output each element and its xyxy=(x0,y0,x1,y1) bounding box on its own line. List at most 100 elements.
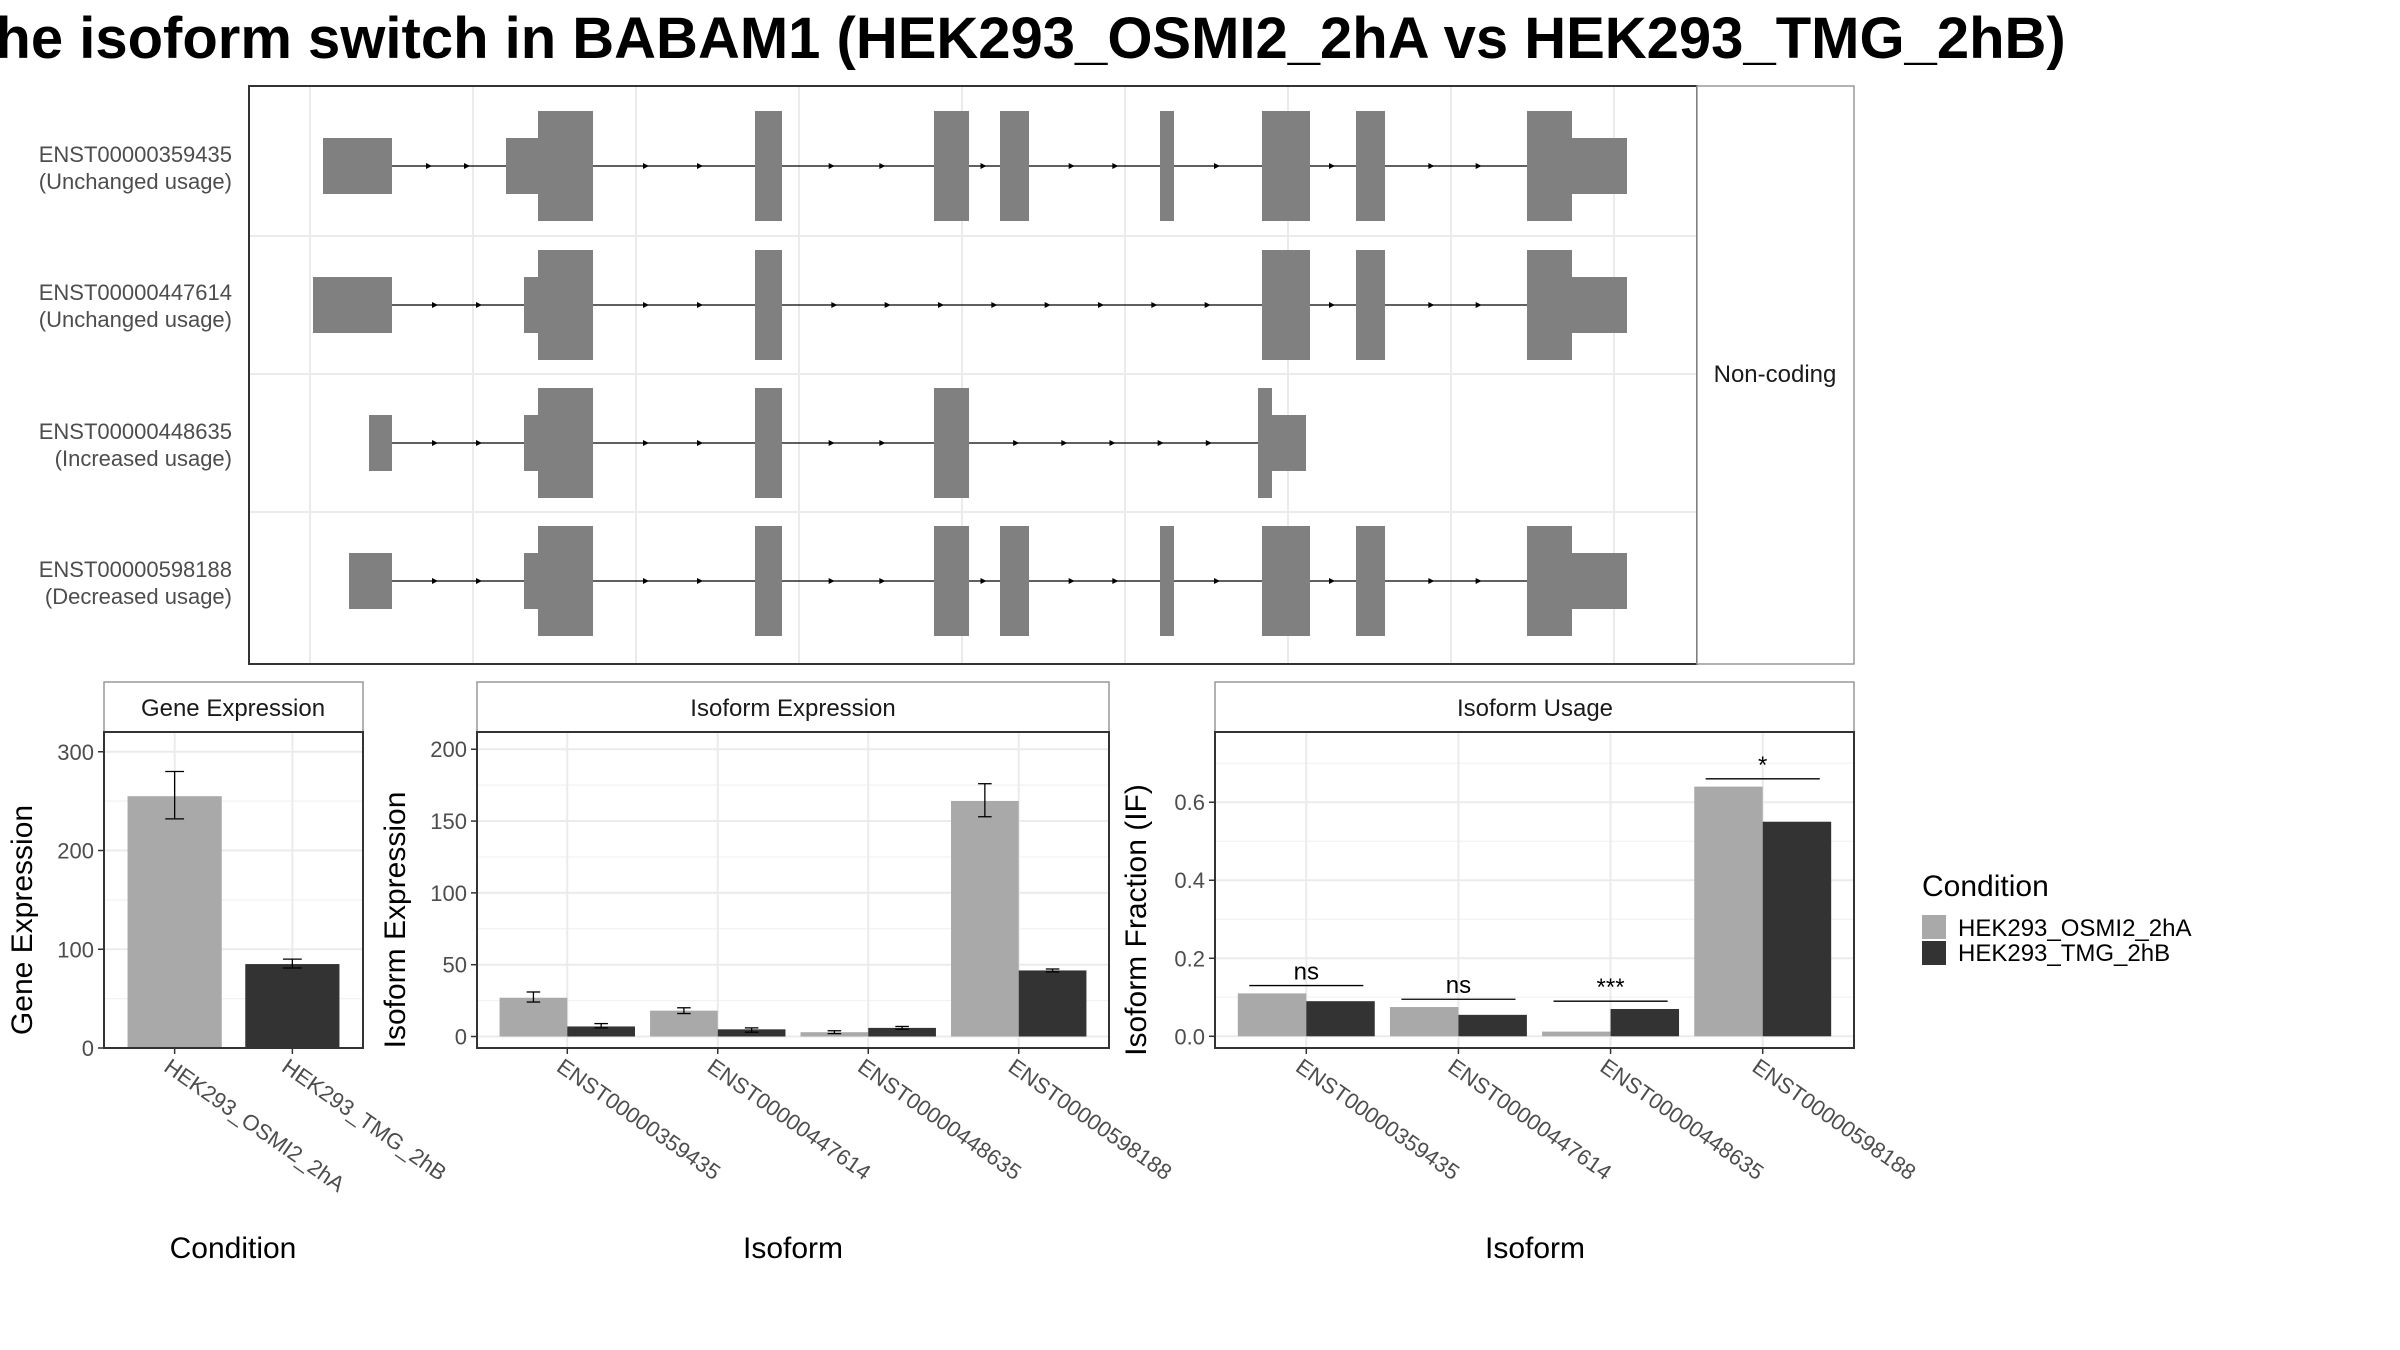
structure-tracks xyxy=(313,111,1627,636)
bar xyxy=(245,964,340,1048)
gene-expression-strip-label: Gene Expression xyxy=(141,695,325,722)
exon-block xyxy=(1272,415,1306,471)
intron-arrow xyxy=(1428,578,1435,584)
bar xyxy=(650,1010,718,1037)
x-tick-label: ENST00000359435 xyxy=(552,1054,725,1185)
intron-arrow xyxy=(643,578,649,584)
significance-label: * xyxy=(1758,752,1767,779)
intron-arrow xyxy=(1329,578,1335,584)
exon-block xyxy=(755,526,782,636)
exon-block xyxy=(1356,250,1385,360)
isoform-expression-panel: Isoform Expression 0 50 100 150 200 ENST00000… xyxy=(379,681,1176,1265)
y-tick-label: 50 xyxy=(443,953,467,978)
exon-block xyxy=(1258,388,1272,498)
transcript-usage-label: (Decreased usage) xyxy=(45,584,232,609)
legend-label-b: HEK293_TMG_2hB xyxy=(1958,940,2170,967)
intron-arrow xyxy=(1061,440,1068,446)
gene-expression-x-title: Condition xyxy=(170,1232,297,1265)
exon-block xyxy=(1527,250,1572,360)
exon-block xyxy=(1572,553,1627,609)
intron-arrow xyxy=(1214,578,1220,584)
x-tick-label: ENST00000448635 xyxy=(853,1054,1026,1185)
intron-arrow xyxy=(938,302,944,308)
bar xyxy=(951,800,1019,1037)
intron-arrow xyxy=(828,163,835,169)
bar xyxy=(1018,970,1087,1037)
legend-label-a: HEK293_OSMI2_2hA xyxy=(1958,915,2191,942)
intron-arrow xyxy=(884,302,891,308)
plot-border xyxy=(476,731,1110,1049)
intron-arrow xyxy=(1204,302,1211,308)
transcript-track xyxy=(323,111,1627,221)
exon-block xyxy=(1262,111,1310,221)
intron-arrow xyxy=(643,302,649,308)
bar xyxy=(1458,1014,1527,1037)
transcript-track xyxy=(313,250,1627,360)
intron-arrow xyxy=(1109,440,1116,446)
exon-block xyxy=(323,138,392,194)
exon-block xyxy=(934,111,969,221)
transcript-structure-panel: Non-coding ENST00000359435 (Unchanged us… xyxy=(39,85,1855,665)
exon-block xyxy=(538,250,593,360)
exon-block xyxy=(506,138,538,194)
intron-arrow xyxy=(1329,302,1335,308)
exon-block xyxy=(1527,526,1572,636)
bar xyxy=(1762,821,1832,1037)
exon-block xyxy=(1572,138,1627,194)
y-tick-label: 0 xyxy=(455,1025,467,1050)
bar xyxy=(1542,1031,1611,1037)
intron-arrow xyxy=(643,440,649,446)
transcript-id-label: ENST00000598188 xyxy=(39,557,232,582)
intron-arrow xyxy=(1013,440,1020,446)
significance-label: *** xyxy=(1597,974,1625,1001)
exon-block xyxy=(1356,526,1385,636)
intron-arrow xyxy=(831,302,838,308)
intron-arrow xyxy=(1157,440,1164,446)
transcript-usage-label: (Increased usage) xyxy=(55,446,232,471)
intron-arrow xyxy=(879,163,886,169)
transcript-id-label: ENST00000447614 xyxy=(39,280,232,305)
intron-arrow xyxy=(476,440,482,446)
intron-arrow xyxy=(697,440,703,446)
isoform-expression-strip-label: Isoform Expression xyxy=(690,695,895,722)
intron-arrow xyxy=(1068,163,1075,169)
bar xyxy=(868,1027,936,1037)
exon-block xyxy=(538,388,593,498)
isoform-expression-strip xyxy=(476,681,1110,733)
intron-arrow xyxy=(1214,163,1220,169)
exon-block xyxy=(369,415,392,471)
transcript-id-label: ENST00000448635 xyxy=(39,419,232,444)
exon-block xyxy=(1262,250,1310,360)
bar xyxy=(1694,786,1763,1037)
exon-block xyxy=(755,111,782,221)
intron-arrow xyxy=(1428,302,1435,308)
isoform-usage-x-title: Isoform xyxy=(1485,1232,1585,1265)
bar xyxy=(717,1029,786,1037)
intron-arrow xyxy=(1068,578,1075,584)
intron-arrow xyxy=(879,578,886,584)
intron-arrow xyxy=(464,163,470,169)
intron-arrow xyxy=(643,163,649,169)
bar xyxy=(800,1032,869,1037)
isoform-usage-strip xyxy=(1214,681,1855,733)
bar xyxy=(567,1026,635,1037)
intron-arrow xyxy=(432,302,438,308)
intron-arrow xyxy=(828,440,835,446)
exon-block xyxy=(934,388,969,498)
y-tick-label: 200 xyxy=(57,839,94,864)
structure-strip-label: Non-coding xyxy=(1714,361,1837,388)
intron-arrow xyxy=(828,578,835,584)
intron-arrow xyxy=(980,578,987,584)
bar xyxy=(1237,993,1307,1037)
y-tick-label: 0.6 xyxy=(1174,790,1205,815)
exon-block xyxy=(524,277,538,333)
y-tick-label: 0 xyxy=(82,1036,94,1061)
exon-block xyxy=(1356,111,1385,221)
intron-arrow xyxy=(991,302,998,308)
bar xyxy=(499,997,568,1037)
significance-label: ns xyxy=(1446,972,1471,999)
isoform-expression-y-title: Isoform Expression xyxy=(379,792,412,1049)
